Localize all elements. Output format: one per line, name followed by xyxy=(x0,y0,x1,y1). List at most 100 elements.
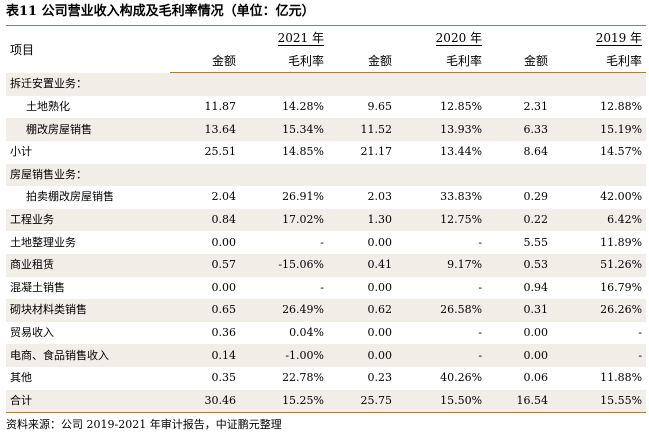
margin-cell: 14.85% xyxy=(282,145,325,159)
amount-cell: 0.29 xyxy=(523,190,549,204)
amount-cell: 0.57 xyxy=(170,253,240,277)
margin-cell xyxy=(552,163,647,187)
amount-cell: 5.55 xyxy=(523,235,549,249)
header-amount: 金额 xyxy=(486,49,553,74)
margin-cell: 26.58% xyxy=(396,299,487,322)
amount-cell: 6.33 xyxy=(486,118,553,141)
header-year-row: 项目 2021 年 2020 年 2019 年 xyxy=(6,27,646,57)
margin-cell: 11.89% xyxy=(600,235,643,249)
row-label: 房屋销售业务： xyxy=(6,163,170,187)
row-label: 土地熟化 xyxy=(26,100,70,114)
table-row: 商业租赁 0.57 -15.06% 0.41 9.17% 0.53 51.26% xyxy=(6,253,647,277)
table-row: 拍卖棚改房屋销售 2.04 26.91% 2.03 33.83% 0.29 42.00% xyxy=(6,186,646,209)
amount-cell: 0.31 xyxy=(486,299,553,322)
margin-cell: 15.50% xyxy=(396,389,487,414)
table-row: 其他 0.35 22.78% 0.23 40.26% 0.06 11.88% xyxy=(6,367,646,390)
amount-cell: 25.51 xyxy=(204,145,237,159)
margin-cell: 26.49% xyxy=(240,299,329,322)
margin-cell: -15.06% xyxy=(240,253,329,277)
amount-cell: 0.00 xyxy=(211,235,237,249)
row-label: 合计 xyxy=(6,389,170,414)
amount-cell: 0.22 xyxy=(486,208,553,232)
amount-cell xyxy=(170,72,240,96)
table-row: 砌块材料类销售 0.65 26.49% 0.62 26.58% 0.31 26.26% xyxy=(6,299,647,322)
margin-cell: 42.00% xyxy=(600,190,643,204)
header-metric-row: 金额 毛利率 金额 毛利率 金额 毛利率 xyxy=(6,49,647,74)
amount-cell: 0.06 xyxy=(523,371,549,385)
table-row: 电商、食品销售收入 0.14 -1.00% 0.00-0.00- xyxy=(6,344,647,367)
row-label: 混凝土销售 xyxy=(10,280,65,294)
header-year-2020: 2020 年 xyxy=(435,31,483,47)
table-row: 土地整理业务 0.00 - 0.00 - 5.55 11.89% xyxy=(6,231,646,254)
amount-cell: 0.53 xyxy=(486,253,553,277)
amount-cell: 0.00 xyxy=(523,326,549,340)
margin-cell: 15.55% xyxy=(552,389,647,414)
table-row: 贸易收入 0.36 0.04% 0.00 - 0.00 - xyxy=(6,322,646,345)
header-margin: 毛利率 xyxy=(240,49,329,74)
amount-cell: 0.00 xyxy=(367,235,393,249)
amount-cell xyxy=(486,72,553,96)
source-note: 资料来源：公司 2019-2021 年审计报告，中证鹏元整理 xyxy=(6,418,282,431)
table-row: 土地熟化 11.87 14.28% 9.65 12.85% 2.31 12.88% xyxy=(6,96,646,119)
amount-cell: 0.36 xyxy=(211,326,237,340)
row-label: 棚改房屋销售 xyxy=(6,118,170,141)
margin-cell: 13.93% xyxy=(396,118,487,141)
row-label: 小计 xyxy=(10,145,32,159)
row-label: 电商、食品销售收入 xyxy=(6,344,170,367)
amount-cell: 13.64 xyxy=(170,118,240,141)
amount-cell xyxy=(486,163,553,187)
top-rule xyxy=(6,25,646,26)
table-row: 房屋销售业务： xyxy=(6,163,647,187)
table-title: 表11 公司营业收入构成及毛利率情况（单位：亿元） xyxy=(6,4,315,19)
table-body: 拆迁安置业务： 土地熟化 11.87 14.28% 9.65 12.85% 2.31 12.8… xyxy=(6,72,647,414)
row-label: 贸易收入 xyxy=(10,326,54,340)
margin-cell: 15.19% xyxy=(552,118,647,141)
amount-cell: 0.65 xyxy=(170,299,240,322)
margin-cell: - xyxy=(478,280,483,294)
header-margin: 毛利率 xyxy=(552,49,647,74)
margin-cell: 14.28% xyxy=(282,100,325,114)
amount-cell: 8.64 xyxy=(523,145,549,159)
amount-cell: 0.00 xyxy=(211,280,237,294)
row-label: 拍卖棚改房屋销售 xyxy=(26,190,114,204)
margin-cell: 9.17% xyxy=(396,253,487,277)
amount-cell: 0.14 xyxy=(170,344,240,367)
table-row: 工程业务 0.84 17.02% 1.30 12.75% 0.22 6.42% xyxy=(6,208,647,232)
margin-cell: - xyxy=(478,326,483,340)
margin-cell xyxy=(240,163,329,187)
margin-cell xyxy=(240,72,329,96)
amount-cell: 0.41 xyxy=(328,253,397,277)
row-label: 拆迁安置业务： xyxy=(6,72,170,96)
margin-cell: - xyxy=(320,280,325,294)
margin-cell: 15.25% xyxy=(240,389,329,414)
margin-cell: 12.85% xyxy=(440,100,483,114)
row-label: 商业租赁 xyxy=(6,253,170,277)
amount-cell xyxy=(170,163,240,187)
margin-cell: -1.00% xyxy=(240,344,329,367)
amount-cell xyxy=(328,72,397,96)
margin-cell: 33.83% xyxy=(440,190,483,204)
amount-cell: 0.23 xyxy=(367,371,393,385)
margin-cell: 12.75% xyxy=(396,208,487,232)
amount-cell: 0.00 xyxy=(486,344,553,367)
margin-cell: - xyxy=(478,235,483,249)
margin-cell: - xyxy=(552,344,647,367)
margin-cell: 0.04% xyxy=(289,326,325,340)
amount-cell: 21.17 xyxy=(360,145,393,159)
amount-cell: 0.35 xyxy=(211,371,237,385)
margin-cell: 14.57% xyxy=(600,145,643,159)
header-amount: 金额 xyxy=(170,49,240,74)
revenue-table: 项目 2021 年 2020 年 2019 年 金额 毛利率 金额 毛利率 金额… xyxy=(6,27,647,414)
margin-cell: - xyxy=(638,326,643,340)
margin-cell: 17.02% xyxy=(240,208,329,232)
row-label: 砌块材料类销售 xyxy=(6,299,170,322)
table-row: 棚改房屋销售 13.64 15.34% 11.52 13.93% 6.33 15.19% xyxy=(6,118,647,141)
row-label: 土地整理业务 xyxy=(10,235,76,249)
table-row: 拆迁安置业务： xyxy=(6,72,647,96)
amount-cell: 1.30 xyxy=(328,208,397,232)
row-label: 工程业务 xyxy=(6,208,170,232)
margin-cell: 12.88% xyxy=(600,100,643,114)
margin-cell: 26.26% xyxy=(552,299,647,322)
margin-cell: 22.78% xyxy=(282,371,325,385)
header-margin: 毛利率 xyxy=(396,49,487,74)
